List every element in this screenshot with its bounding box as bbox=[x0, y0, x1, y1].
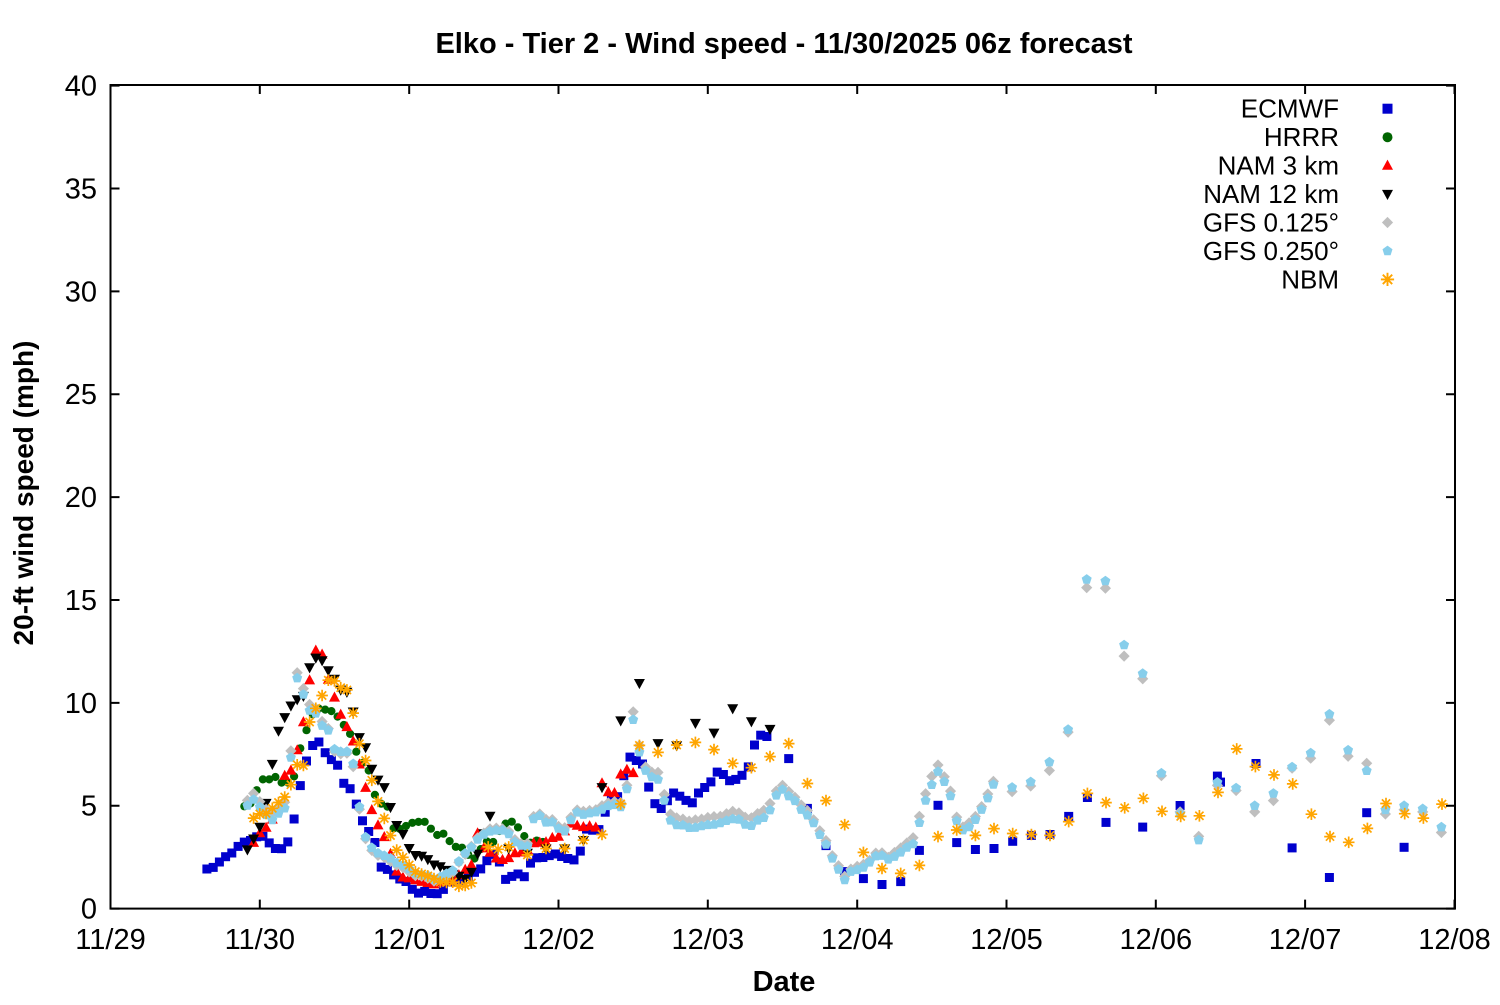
svg-text:NAM 3 km: NAM 3 km bbox=[1218, 151, 1339, 181]
svg-text:NBM: NBM bbox=[1281, 264, 1339, 294]
svg-text:35: 35 bbox=[65, 174, 97, 206]
svg-text:12/03: 12/03 bbox=[672, 924, 745, 956]
svg-text:12/04: 12/04 bbox=[821, 924, 894, 956]
svg-text:12/01: 12/01 bbox=[373, 924, 446, 956]
svg-text:12/05: 12/05 bbox=[970, 924, 1043, 956]
svg-text:ECMWF: ECMWF bbox=[1241, 94, 1339, 124]
svg-text:30: 30 bbox=[65, 276, 97, 308]
svg-text:12/06: 12/06 bbox=[1120, 924, 1193, 956]
svg-text:20: 20 bbox=[65, 482, 97, 514]
svg-text:12/02: 12/02 bbox=[522, 924, 595, 956]
svg-text:12/07: 12/07 bbox=[1269, 924, 1342, 956]
svg-text:11/29: 11/29 bbox=[75, 924, 145, 956]
svg-text:HRRR: HRRR bbox=[1264, 122, 1339, 152]
svg-text:Elko - Tier 2 - Wind speed - 1: Elko - Tier 2 - Wind speed - 11/30/2025 … bbox=[435, 28, 1132, 60]
svg-text:5: 5 bbox=[81, 791, 97, 823]
svg-text:GFS 0.125°: GFS 0.125° bbox=[1203, 208, 1339, 238]
svg-text:12/08: 12/08 bbox=[1418, 924, 1491, 956]
svg-text:NAM 12 km: NAM 12 km bbox=[1203, 179, 1339, 209]
svg-text:10: 10 bbox=[65, 688, 97, 720]
svg-text:Date: Date bbox=[753, 966, 816, 998]
svg-text:11/30: 11/30 bbox=[225, 924, 295, 956]
svg-text:15: 15 bbox=[65, 585, 97, 617]
svg-text:GFS 0.250°: GFS 0.250° bbox=[1203, 236, 1339, 266]
svg-text:0: 0 bbox=[81, 894, 97, 926]
svg-text:20-ft wind speed (mph): 20-ft wind speed (mph) bbox=[8, 341, 39, 646]
svg-text:40: 40 bbox=[65, 71, 97, 103]
svg-text:25: 25 bbox=[65, 379, 97, 411]
